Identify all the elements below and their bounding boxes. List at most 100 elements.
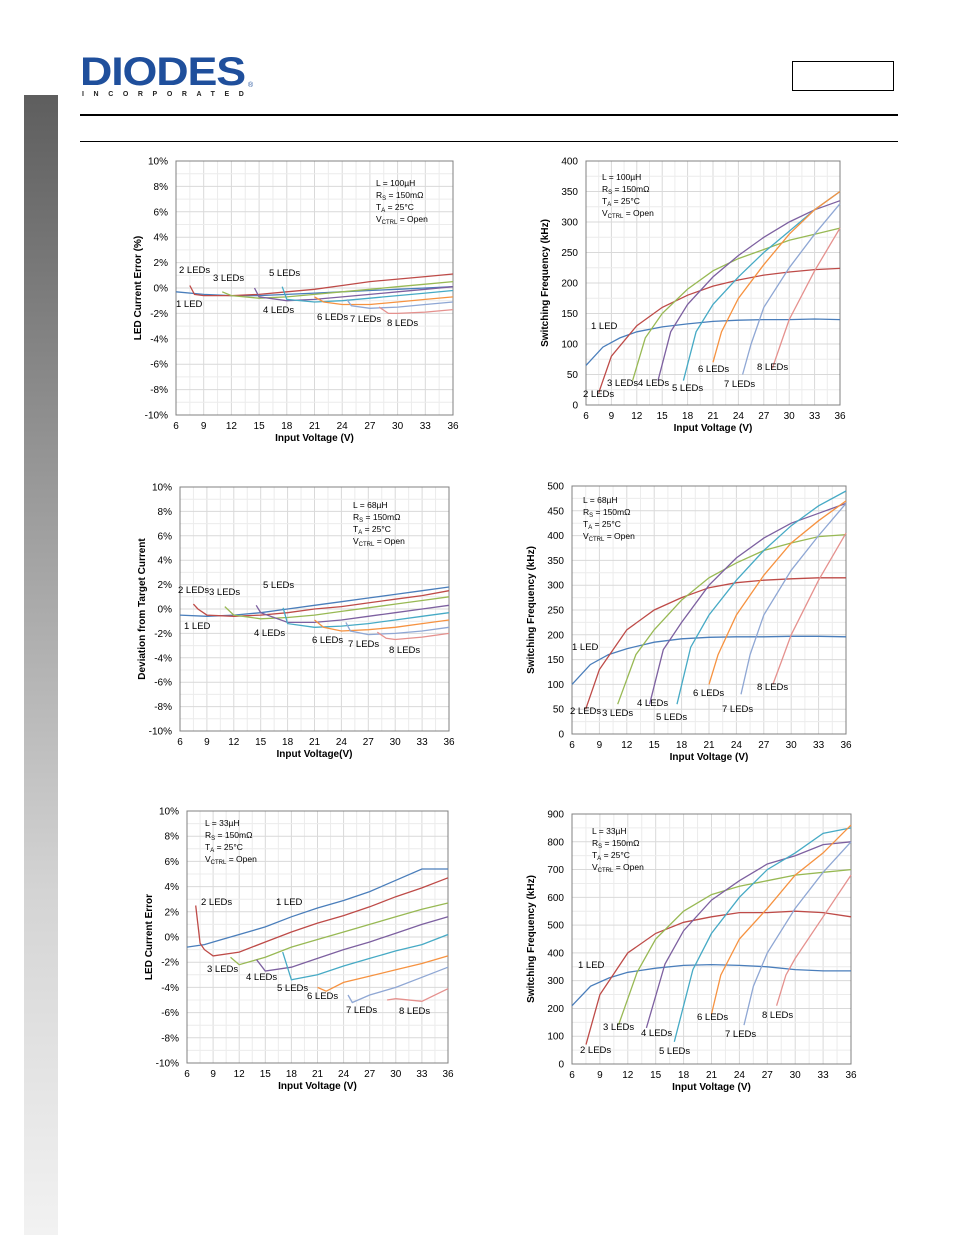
- plot-area: [179, 486, 450, 732]
- series-line-4-leds: [657, 200, 841, 381]
- condition-label: TA = 25°C: [376, 202, 414, 214]
- plot-area: [186, 810, 449, 1064]
- x-tick-label: 36: [443, 737, 455, 748]
- y-tick-label: 0: [572, 401, 578, 412]
- logo-subtext: INCORPORATED: [82, 91, 254, 98]
- grid: [571, 485, 847, 735]
- x-tick-label: 24: [337, 421, 349, 432]
- x-tick-label: 21: [707, 411, 719, 422]
- y-tick-label: 100: [561, 340, 578, 351]
- series-label: 1 LED: [184, 621, 211, 632]
- x-tick-label: 15: [255, 737, 267, 748]
- y-tick-label: -6%: [150, 360, 168, 371]
- condition-label: L = 100µH: [376, 178, 415, 188]
- y-tick-label: 0%: [154, 284, 169, 295]
- series-line-7-leds: [743, 841, 852, 1026]
- logo-registered-mark: ®: [248, 82, 254, 89]
- x-tick-label: 15: [657, 411, 669, 422]
- series-line-7-leds: [741, 203, 841, 375]
- series-label: 8 LEDs: [762, 1010, 793, 1021]
- y-tick-label: 50: [553, 705, 565, 716]
- x-tick-label: 30: [790, 1070, 802, 1081]
- series-label: 6 LEDs: [697, 1012, 728, 1023]
- x-tick-label: 36: [834, 411, 846, 422]
- series-line-2-leds: [189, 273, 454, 297]
- series-line-4-leds: [255, 604, 450, 624]
- series-label: 3 LEDs: [603, 1022, 634, 1033]
- x-tick-label: 12: [631, 411, 643, 422]
- x-tick-label: 33: [417, 737, 429, 748]
- header-rule-thin: [80, 141, 898, 142]
- condition-label: RS = 150mΩ: [205, 830, 252, 842]
- y-tick-label: 50: [567, 370, 579, 381]
- y-axis-title: LED Current Error (%): [133, 236, 144, 340]
- y-tick-label: 2%: [165, 907, 180, 918]
- y-tick-label: 4%: [154, 233, 169, 244]
- condition-label: TA = 25°C: [353, 524, 391, 536]
- y-tick-label: 2%: [154, 258, 169, 269]
- x-tick-label: 30: [390, 1069, 402, 1080]
- series-label: 5 LEDs: [672, 383, 703, 394]
- y-tick-label: 150: [547, 655, 564, 666]
- y-tick-label: 400: [547, 531, 564, 542]
- x-tick-label: 24: [733, 411, 745, 422]
- condition-label: TA = 25°C: [205, 842, 243, 854]
- x-tick-label: 27: [758, 411, 770, 422]
- y-tick-label: 400: [561, 157, 578, 168]
- series-label: 4 LEDs: [246, 972, 277, 983]
- x-tick-label: 36: [447, 421, 459, 432]
- x-tick-label: 6: [583, 411, 589, 422]
- y-tick-label: -8%: [154, 702, 172, 713]
- x-tick-label: 21: [309, 421, 321, 432]
- series-line-7-leds: [740, 502, 847, 695]
- series-label: 5 LEDs: [277, 983, 308, 994]
- condition-label: RS = 150mΩ: [602, 184, 649, 196]
- series-label: 1 LED: [276, 897, 303, 908]
- plot-area: [571, 485, 847, 735]
- x-axis-title: Input Voltage (V): [670, 752, 749, 763]
- chart-frequency-33uh: 6 9 12 15 18 21 24 27 30 33 36 0 100 200 300 400 500 600 7…: [526, 810, 857, 1094]
- y-tick-label: 500: [547, 482, 564, 493]
- x-axis-title: Input Voltage (V): [278, 1081, 357, 1092]
- condition-label: VCTRL = Open: [602, 208, 654, 220]
- series-label: 6 LEDs: [698, 364, 729, 375]
- series-label: 3 LEDs: [607, 378, 638, 389]
- condition-label: TA = 25°C: [583, 519, 621, 531]
- y-tick-label: -10%: [145, 411, 168, 422]
- x-tick-label: 9: [210, 1069, 216, 1080]
- series-label: 8 LEDs: [757, 362, 788, 373]
- y-tick-label: 250: [547, 606, 564, 617]
- y-axis-title: Deviation from Target Current: [137, 538, 148, 680]
- series-label: 2 LEDs: [580, 1045, 611, 1056]
- series-line-2-leds: [585, 910, 852, 1045]
- condition-label: L = 100µH: [602, 172, 641, 182]
- series-line-2-leds: [598, 267, 841, 394]
- x-tick-label: 36: [845, 1070, 857, 1081]
- x-tick-label: 18: [286, 1069, 298, 1080]
- series-line-8-leds: [387, 988, 449, 1002]
- series-label: 2 LEDs: [583, 389, 614, 400]
- x-tick-label: 24: [734, 1070, 746, 1081]
- plot-area: [585, 160, 841, 406]
- series-label: 1 LED: [591, 321, 618, 332]
- y-tick-label: 500: [547, 921, 564, 932]
- x-tick-label: 6: [569, 740, 575, 751]
- series-label: 7 LEDs: [350, 314, 381, 325]
- x-tick-label: 9: [597, 1070, 603, 1081]
- x-tick-label: 12: [226, 421, 238, 432]
- y-tick-label: 0: [558, 1060, 564, 1071]
- series-label: 4 LEDs: [641, 1028, 672, 1039]
- x-tick-label: 12: [622, 1070, 634, 1081]
- x-tick-label: 30: [786, 740, 798, 751]
- y-tick-label: 300: [561, 218, 578, 229]
- condition-label: RS = 150mΩ: [583, 507, 630, 519]
- series-label: 8 LEDs: [399, 1006, 430, 1017]
- series-label: 7 LEDs: [722, 704, 753, 715]
- x-tick-label: 24: [338, 1069, 350, 1080]
- condition-label: TA = 25°C: [592, 850, 630, 862]
- series-label: 7 LEDs: [724, 379, 755, 390]
- x-tick-label: 33: [809, 411, 821, 422]
- x-axis-title: Input Voltage (V): [674, 423, 753, 434]
- condition-label: RS = 150mΩ: [376, 190, 423, 202]
- series-line-6-leds: [314, 296, 454, 306]
